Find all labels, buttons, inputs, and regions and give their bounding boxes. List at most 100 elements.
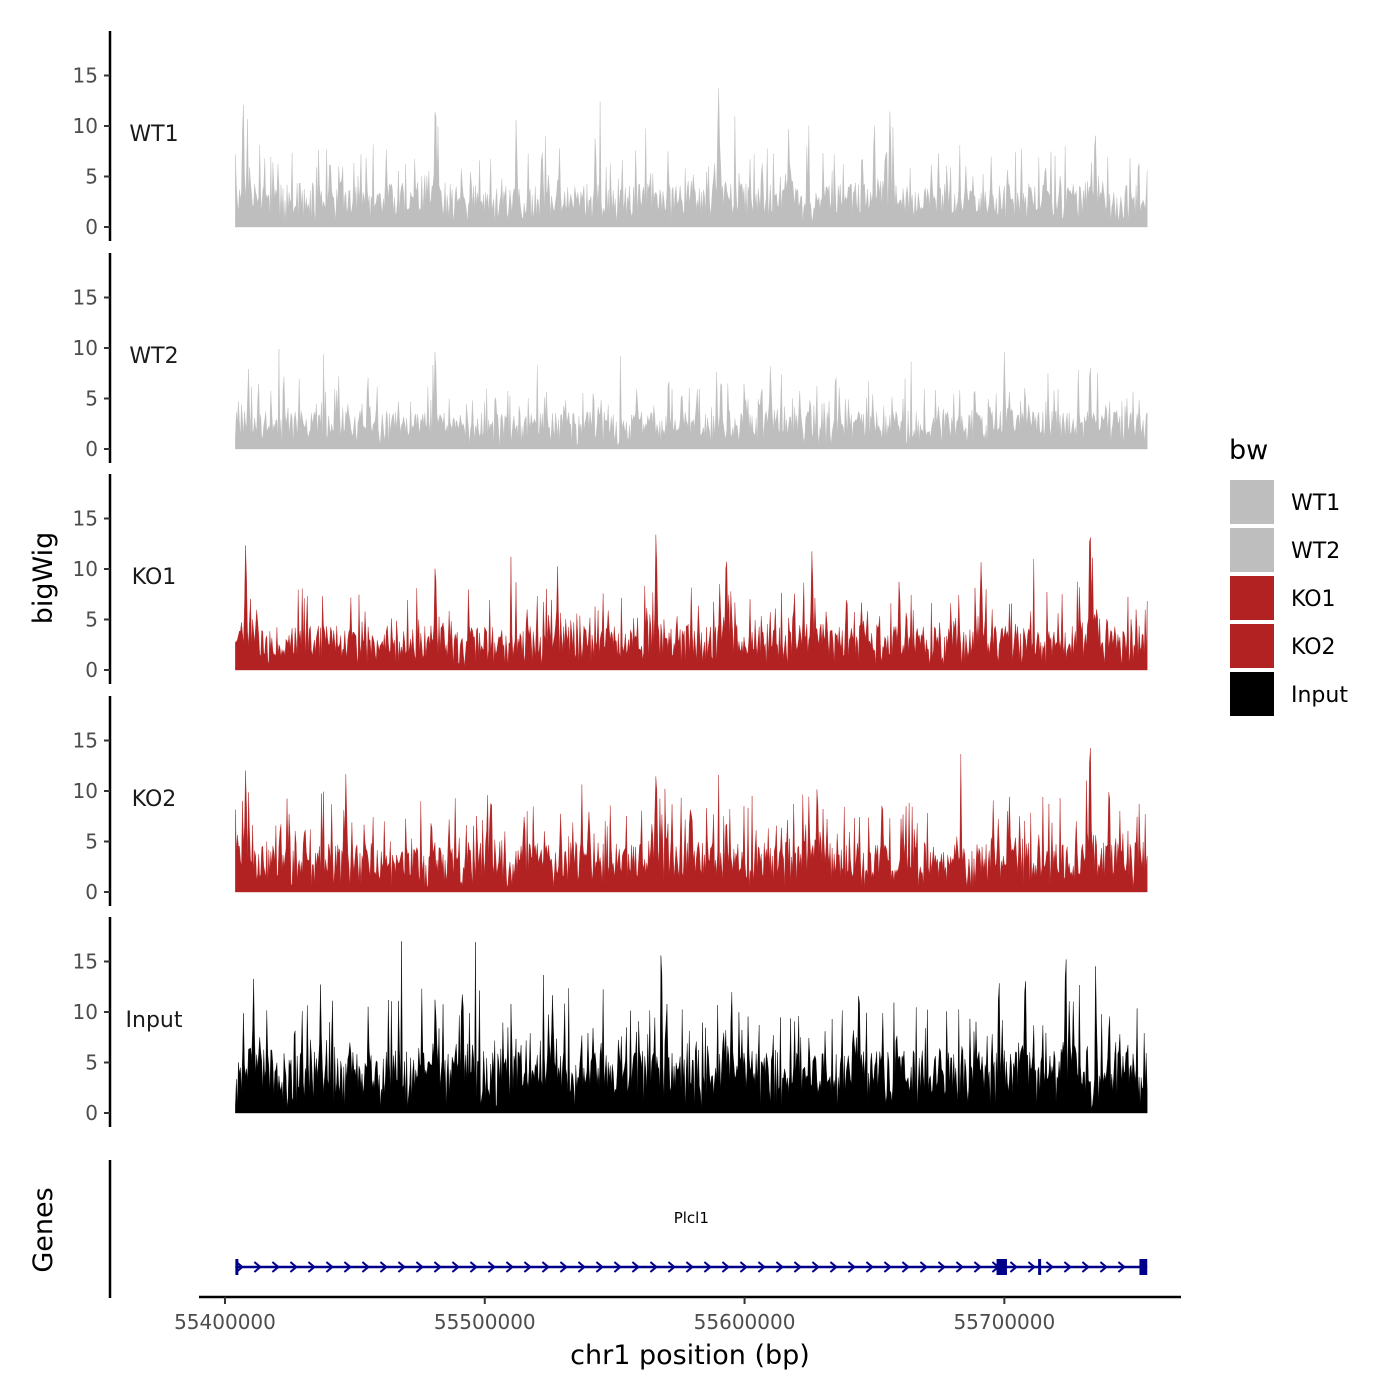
strand-arrow [523,1261,532,1273]
strand-arrow [271,1261,280,1273]
track-ko1: 0 5 10 15 KO1 [73,474,1148,684]
x-tick-label: 55500000 [434,1310,536,1334]
signal-area-ko2 [235,748,1148,893]
y-tick-label: 15 [73,507,98,531]
y-tick-label: 10 [73,779,98,803]
track-label: WT1 [129,122,178,147]
strand-arrow [703,1261,712,1273]
strand-arrow [415,1261,424,1273]
strand-arrow [667,1261,676,1273]
strand-arrow [1009,1261,1018,1273]
x-tick-label: 55600000 [694,1310,796,1334]
strand-arrow [1081,1261,1090,1273]
strand-arrow [865,1261,874,1273]
signal-area-wt1 [235,88,1148,228]
genes-track-title: Genes [28,1187,59,1272]
legend-swatch-wt2 [1230,528,1274,572]
strand-arrow [1045,1261,1054,1273]
y-tick-label: 15 [73,729,98,753]
strand-arrow [955,1261,964,1273]
y-tick-label: 5 [85,830,98,854]
strand-arrow [649,1261,658,1273]
strand-arrow [289,1261,298,1273]
exon [1139,1259,1148,1275]
strand-arrow [595,1261,604,1273]
y-tick-label: 10 [73,114,98,138]
legend: bw WT1 WT2 KO1 KO2 Input [1229,435,1348,716]
legend-label-wt1: WT1 [1291,491,1340,516]
signal-area-ko1 [235,534,1148,671]
track-wt2: 0 5 10 15 WT2 [73,253,1148,463]
legend-label-input: Input [1291,683,1348,708]
strand-arrow [919,1261,928,1273]
genes-panel: Plcl1 [108,1160,1148,1298]
track-label: WT2 [129,344,178,369]
strand-arrow [937,1261,946,1273]
legend-swatch-input [1230,672,1274,716]
strand-arrow [487,1261,496,1273]
strand-arrow [343,1261,352,1273]
strand-arrow [253,1261,262,1273]
y-tick-label: 15 [73,286,98,310]
signal-area-input [235,941,1148,1114]
strand-arrow [577,1261,586,1273]
strand-arrow [451,1261,460,1273]
legend-swatch-wt1 [1230,480,1274,524]
track-ko2: 0 5 10 15 KO2 [73,696,1148,906]
strand-arrow [721,1261,730,1273]
strand-arrow [1117,1261,1126,1273]
legend-swatch-ko2 [1230,624,1274,668]
y-tick-label: 0 [85,658,98,682]
strand-arrow [1063,1261,1072,1273]
y-tick-label: 5 [85,1051,98,1075]
y-tick-label: 10 [73,557,98,581]
y-tick-label: 5 [85,608,98,632]
y-tick-label: 15 [73,64,98,88]
x-axis: 55400000 55500000 55600000 55700000 [174,1295,1181,1334]
strand-arrow [559,1261,568,1273]
strand-arrow [973,1261,982,1273]
exon [1038,1259,1042,1275]
y-tick-label: 0 [85,1101,98,1125]
strand-arrow [739,1261,748,1273]
legend-label-wt2: WT2 [1291,539,1340,564]
legend-swatch-ko1 [1230,576,1274,620]
strand-arrow [433,1261,442,1273]
strand-arrow [361,1261,370,1273]
strand-arrow [829,1261,838,1273]
y-tick-label: 0 [85,437,98,461]
strand-arrow [793,1261,802,1273]
x-tick-label: 55400000 [174,1310,276,1334]
exon [235,1259,239,1275]
strand-arrow [685,1261,694,1273]
track-label: KO1 [132,565,177,590]
track-label: Input [126,1008,183,1033]
exon [996,1259,1007,1275]
strand-arrow [469,1261,478,1273]
y-tick-label: 0 [85,880,98,904]
x-tick-label: 55700000 [953,1310,1055,1334]
signal-area-wt2 [235,348,1148,450]
y-tick-label: 10 [73,1000,98,1024]
strand-arrow [379,1261,388,1273]
strand-arrow [397,1261,406,1273]
bigwig-tracks: 0 5 10 15 WT1 0 5 10 15 WT2 0 5 10 15 KO1 0 5 10 15 KO2 0 5 10… [73,31,1148,1127]
legend-title: bw [1229,435,1268,466]
y-tick-label: 10 [73,336,98,360]
strand-arrow [613,1261,622,1273]
strand-arrow [307,1261,316,1273]
gene-plcl1: Plcl1 [235,1209,1148,1275]
track-wt1: 0 5 10 15 WT1 [73,31,1148,241]
strand-arrow [901,1261,910,1273]
track-label: KO2 [132,787,177,812]
strand-arrow [631,1261,640,1273]
strand-arrow [883,1261,892,1273]
strand-arrow [1027,1261,1036,1273]
y-tick-label: 5 [85,387,98,411]
strand-arrow [541,1261,550,1273]
strand-arrow [325,1261,334,1273]
y-tick-label: 0 [85,215,98,239]
legend-label-ko2: KO2 [1291,635,1336,660]
strand-arrow [1099,1261,1108,1273]
track-input: 0 5 10 15 Input [73,917,1148,1127]
